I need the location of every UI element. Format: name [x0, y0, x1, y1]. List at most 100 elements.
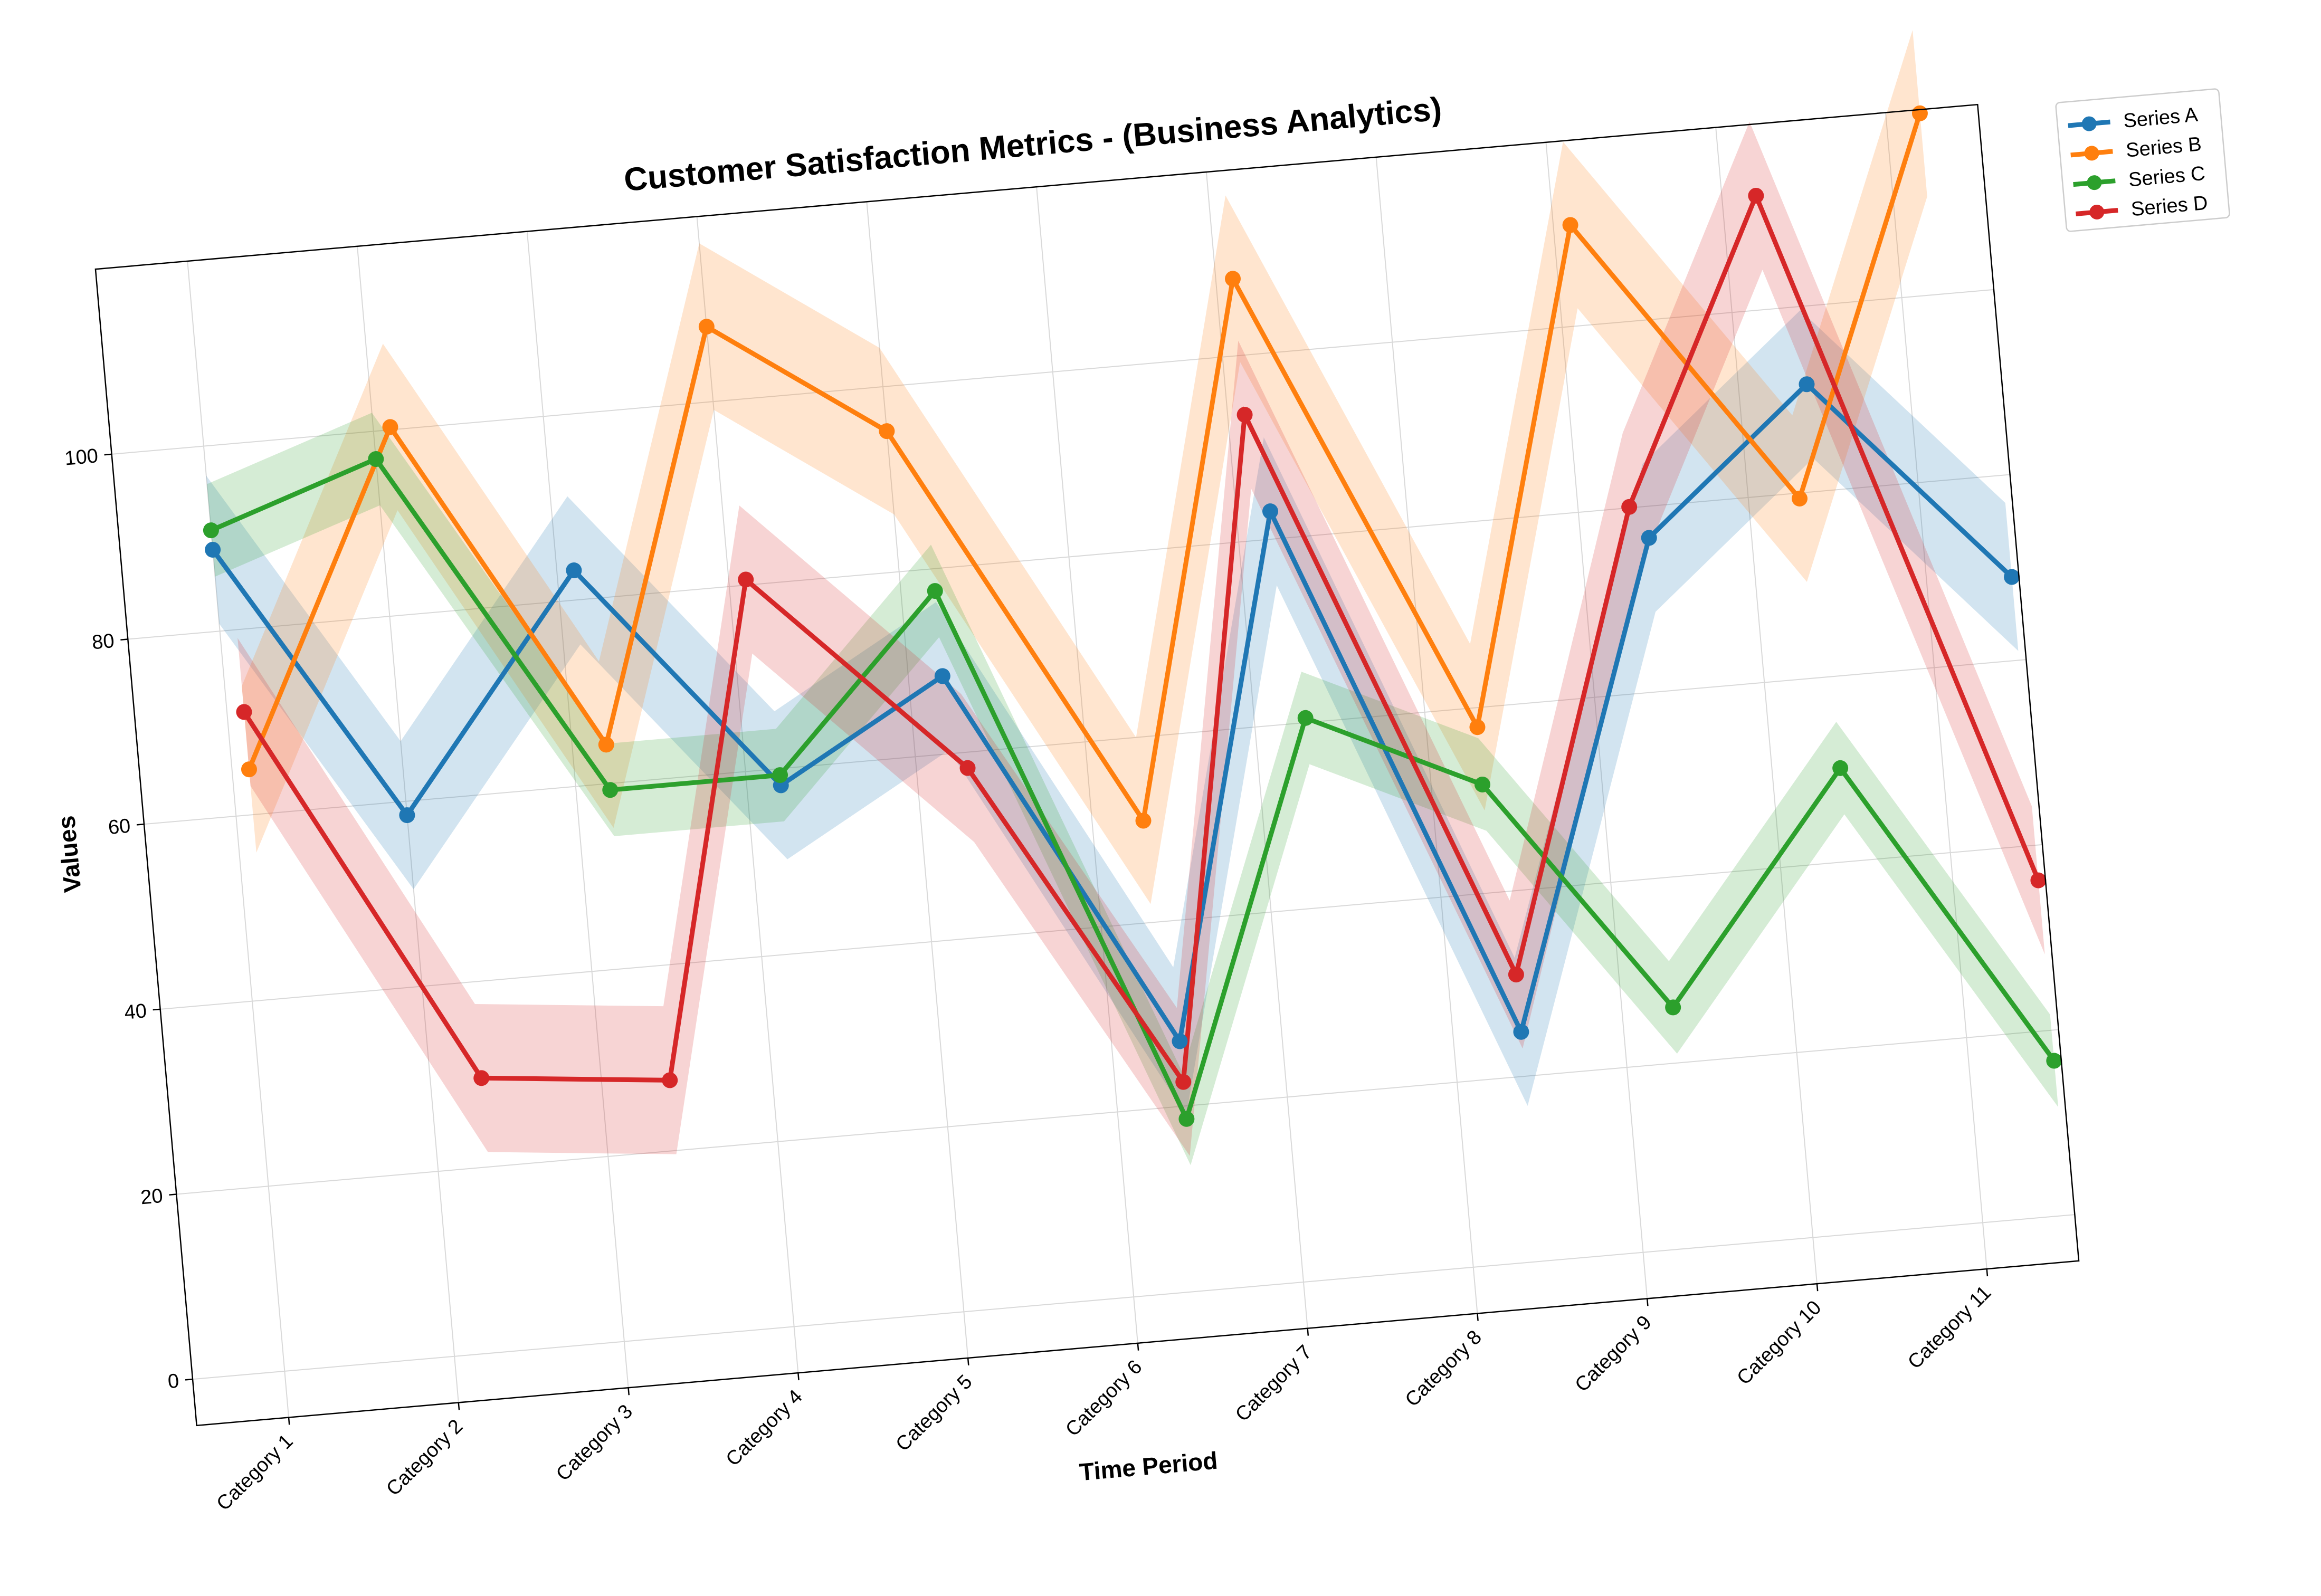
confidence-bands	[206, 30, 2058, 1165]
point-series-3	[1175, 1074, 1192, 1090]
point-series-2	[602, 782, 619, 798]
grid-line-x	[1375, 157, 1478, 1314]
point-series-1	[241, 761, 257, 778]
point-series-1	[698, 319, 715, 335]
legend-marker	[2081, 116, 2097, 131]
grid-line-x	[526, 231, 629, 1388]
x-tick-label: Category 7	[1231, 1341, 1316, 1426]
x-tick-label: Category 2	[382, 1415, 467, 1500]
grid-line-x	[1036, 187, 1138, 1343]
point-series-1	[1562, 217, 1578, 233]
y-tick	[185, 1378, 193, 1381]
grid-line-y	[160, 844, 2043, 1010]
point-series-2	[1297, 710, 1314, 726]
point-series-0	[1513, 1024, 1529, 1040]
grid	[111, 112, 2075, 1418]
legend-marker	[2089, 204, 2105, 219]
band-series-0	[206, 310, 2019, 1115]
point-series-0	[934, 668, 950, 684]
point-series-0	[205, 541, 221, 558]
point-series-2	[2046, 1053, 2062, 1069]
y-tick	[136, 823, 145, 826]
point-series-2	[1832, 760, 1849, 776]
point-series-3	[959, 760, 976, 776]
grid-line-x	[187, 261, 290, 1418]
grid-line-y	[128, 474, 2010, 640]
point-series-2	[1474, 776, 1490, 792]
point-series-2	[203, 522, 219, 539]
y-tick	[120, 638, 128, 641]
y-tick-label: 80	[91, 630, 116, 654]
chart-title: Customer Satisfaction Metrics - (Busines…	[623, 91, 1443, 198]
point-series-2	[1665, 999, 1681, 1016]
y-tick-label: 20	[140, 1185, 164, 1209]
band-series-1	[242, 30, 1927, 904]
y-tick-label: 40	[123, 1000, 148, 1024]
x-tick	[1646, 1298, 1649, 1306]
grid-line-x	[1715, 127, 1818, 1284]
grid-line-y	[111, 289, 1994, 455]
point-series-1	[1792, 490, 1808, 506]
point-series-0	[566, 562, 582, 579]
point-series-2	[368, 451, 384, 467]
x-axis-label: Time Period	[1078, 1447, 1219, 1486]
legend-marker	[2087, 175, 2102, 190]
x-tick-label: Category 8	[1401, 1326, 1486, 1411]
point-series-1	[1135, 813, 1152, 829]
x-tick-label: Category 5	[891, 1371, 976, 1456]
point-series-1	[879, 423, 895, 439]
point-series-1	[1225, 271, 1241, 287]
band-series-3	[237, 121, 2045, 1156]
point-series-0	[1262, 503, 1279, 520]
point-series-0	[1799, 376, 1815, 393]
legend-marker	[2084, 146, 2099, 161]
point-series-2	[1178, 1111, 1195, 1127]
point-series-3	[1621, 499, 1638, 515]
point-series-3	[1748, 187, 1764, 204]
point-series-3	[473, 1070, 490, 1086]
x-tick	[1477, 1313, 1479, 1321]
point-series-1	[598, 737, 614, 753]
y-tick	[153, 1008, 160, 1011]
data-points	[203, 105, 2062, 1127]
band-series-2	[207, 413, 2058, 1165]
point-series-3	[1236, 407, 1253, 423]
x-tick-label: Category 4	[722, 1385, 807, 1470]
grid-line-y	[144, 659, 2027, 825]
point-series-3	[2030, 872, 2047, 888]
point-series-1	[382, 419, 398, 435]
grid-line-x	[357, 246, 459, 1403]
x-tick-label: Category 10	[1733, 1296, 1825, 1389]
grid-line-x	[696, 216, 799, 1373]
x-tick-label: Category 1	[212, 1430, 297, 1515]
x-tick-label: Category 6	[1061, 1356, 1146, 1441]
point-series-0	[1172, 1033, 1188, 1049]
x-tick-label: Category 11	[1904, 1282, 1995, 1373]
rotated-plot: Category 1 Category 2 Category 3 Category 4…	[52, 30, 2080, 1515]
point-series-3	[662, 1072, 678, 1088]
grid-line-y	[176, 1029, 2059, 1195]
y-axis-label: Values	[52, 815, 87, 894]
point-series-2	[772, 767, 788, 783]
x-tick	[1816, 1284, 1819, 1292]
point-series-0	[399, 807, 415, 824]
x-tick-label: Category 9	[1571, 1311, 1656, 1396]
grid-line-x	[1885, 112, 1987, 1269]
x-tick-label: Category 3	[552, 1400, 637, 1485]
y-tick-label: 60	[107, 815, 131, 839]
y-tick	[104, 453, 112, 456]
point-series-0	[1641, 530, 1657, 546]
y-tick-label: 0	[167, 1370, 180, 1393]
point-series-3	[738, 571, 754, 588]
grid-line-x	[866, 202, 969, 1359]
point-series-3	[236, 704, 252, 720]
point-series-2	[927, 583, 943, 599]
grid-line-x	[1545, 142, 1648, 1299]
point-series-1	[1469, 719, 1486, 735]
point-series-0	[2004, 569, 2020, 585]
grid-line-y	[192, 1214, 2075, 1380]
point-series-3	[1508, 967, 1524, 983]
y-tick-label: 100	[64, 445, 99, 470]
